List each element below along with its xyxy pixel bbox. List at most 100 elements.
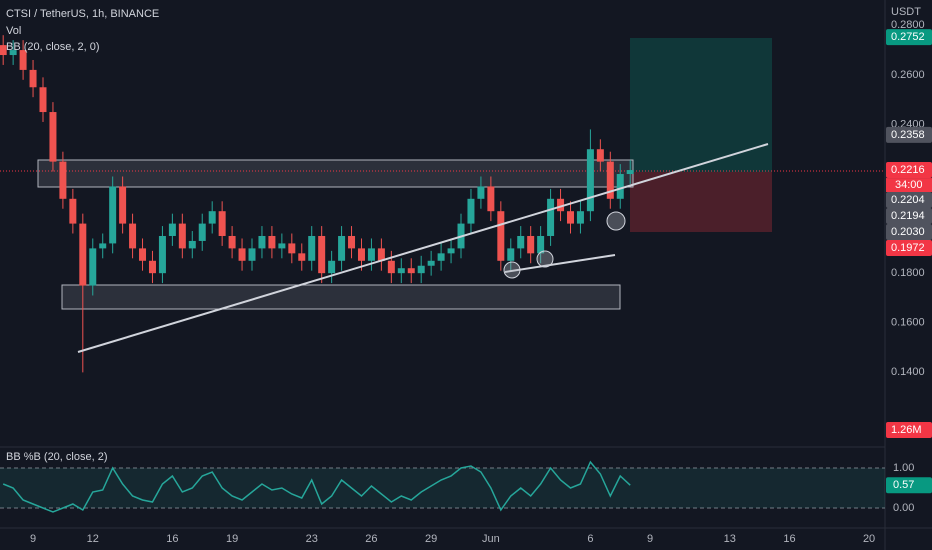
x-tick-label: 12 bbox=[87, 533, 99, 545]
candle-body bbox=[318, 235, 326, 274]
y-tick-label: 0.1600 bbox=[891, 317, 925, 329]
candle-body bbox=[417, 265, 425, 274]
candle-body bbox=[49, 112, 57, 162]
candle-body bbox=[79, 223, 87, 286]
y-tick-label: 0.00 bbox=[893, 502, 914, 514]
candle-body bbox=[586, 149, 594, 212]
candle-body bbox=[158, 235, 166, 274]
price-marker bbox=[886, 224, 932, 241]
candle-body bbox=[168, 223, 176, 236]
candle-body bbox=[129, 223, 137, 249]
candle-body bbox=[288, 243, 296, 254]
highlight-circle bbox=[536, 250, 554, 268]
candle-body bbox=[298, 253, 306, 261]
y-tick-label: 0.2800 bbox=[891, 19, 925, 31]
price-marker bbox=[886, 192, 932, 209]
price-marker bbox=[886, 208, 932, 225]
x-tick-label: 9 bbox=[647, 533, 653, 545]
candle-body bbox=[407, 268, 415, 274]
indicator-label: Vol bbox=[6, 25, 21, 37]
candle-body bbox=[596, 149, 604, 162]
y-tick-label: 0.1400 bbox=[891, 366, 925, 378]
candle-body bbox=[397, 268, 405, 274]
indicator-label: BB %B (20, close, 2) bbox=[6, 451, 108, 463]
candle-body bbox=[238, 248, 246, 261]
candle-body bbox=[19, 50, 27, 70]
candle-body bbox=[547, 198, 555, 236]
candle-body bbox=[367, 248, 375, 261]
x-tick-label: 26 bbox=[365, 533, 377, 545]
candle-body bbox=[447, 248, 455, 254]
y-tick-label: 1.00 bbox=[893, 462, 914, 474]
candle-body bbox=[208, 211, 216, 224]
percent-b-line bbox=[2, 460, 631, 513]
candle-body bbox=[357, 248, 365, 261]
x-tick-label: 20 bbox=[863, 533, 875, 545]
candle-body bbox=[566, 211, 574, 224]
candle-body bbox=[89, 248, 97, 286]
x-tick-label: Jun bbox=[482, 533, 500, 545]
candle-body bbox=[0, 45, 7, 56]
y-tick-label: 0.1800 bbox=[891, 267, 925, 279]
candle-body bbox=[258, 235, 266, 249]
candle-body bbox=[29, 69, 37, 88]
candle-body bbox=[278, 243, 286, 249]
candle-body bbox=[626, 170, 634, 175]
x-tick-label: 29 bbox=[425, 533, 437, 545]
countdown-bg bbox=[886, 178, 932, 193]
candle-body bbox=[268, 235, 276, 249]
candle-body bbox=[198, 223, 206, 241]
price-marker bbox=[886, 126, 932, 143]
candle-body bbox=[109, 186, 117, 244]
price-marker-label: 0.2216 bbox=[891, 164, 925, 176]
candle-body bbox=[9, 50, 17, 56]
candle-body bbox=[218, 211, 226, 236]
candle-body bbox=[139, 248, 147, 261]
candle-body bbox=[59, 161, 67, 199]
candle-body bbox=[537, 235, 545, 254]
candle-body bbox=[39, 87, 47, 113]
x-tick-label: 16 bbox=[783, 533, 795, 545]
volume-marker bbox=[886, 422, 932, 438]
price-marker-label: 0.2194 bbox=[891, 210, 925, 222]
x-tick-label: 13 bbox=[724, 533, 736, 545]
x-tick-label: 16 bbox=[166, 533, 178, 545]
trend-line bbox=[504, 254, 616, 273]
candle-body bbox=[387, 260, 395, 274]
candle-body bbox=[606, 161, 614, 199]
candle-body bbox=[377, 248, 385, 261]
candle-body bbox=[477, 186, 485, 199]
axis-unit: USDT bbox=[891, 6, 921, 18]
x-tick-label: 23 bbox=[306, 533, 318, 545]
symbol-title: CTSI / TetherUS, 1h, BINANCE bbox=[6, 8, 159, 20]
candle-body bbox=[69, 198, 77, 224]
y-tick-label: 0.2600 bbox=[891, 69, 925, 81]
candle-body bbox=[99, 243, 107, 249]
band-fill bbox=[0, 468, 885, 508]
trend-line bbox=[77, 143, 769, 353]
candle-body bbox=[188, 240, 196, 249]
indicator-label: BB (20, close, 2, 0) bbox=[6, 41, 100, 53]
candle-body bbox=[487, 186, 495, 212]
candle-body bbox=[338, 235, 346, 261]
x-tick-label: 6 bbox=[587, 533, 593, 545]
candle-body bbox=[248, 248, 256, 261]
last-marker-label: 0.57 bbox=[893, 479, 914, 491]
candle-body bbox=[527, 235, 535, 254]
stop-zone bbox=[630, 172, 772, 232]
candle-body bbox=[497, 211, 505, 261]
highlight-circle bbox=[606, 211, 626, 231]
price-marker-label: 0.2358 bbox=[891, 129, 925, 141]
last-marker bbox=[886, 477, 932, 494]
candle-body bbox=[328, 260, 336, 274]
price-marker bbox=[886, 29, 932, 46]
candle-body bbox=[616, 174, 624, 199]
target-zone bbox=[630, 38, 772, 172]
x-tick-label: 19 bbox=[226, 533, 238, 545]
candle-body bbox=[576, 211, 584, 224]
candle-body bbox=[507, 248, 515, 261]
candle-body bbox=[119, 186, 127, 224]
highlight-circle bbox=[503, 261, 521, 279]
volume-label: 1.26M bbox=[891, 424, 922, 436]
